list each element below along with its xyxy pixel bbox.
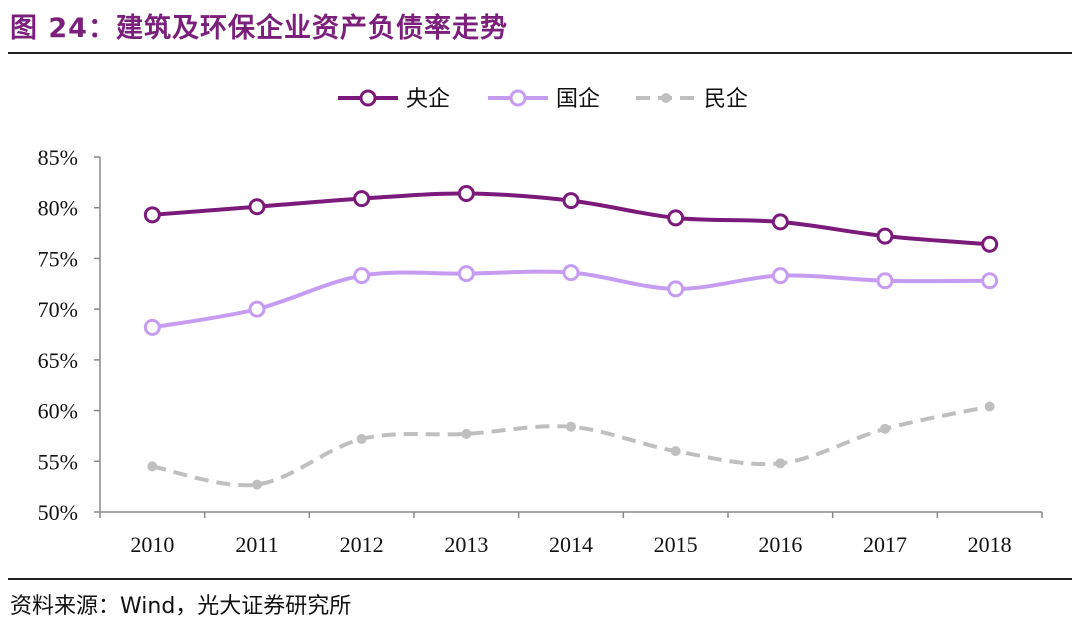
data-point bbox=[248, 300, 266, 318]
data-point bbox=[667, 209, 685, 227]
data-point bbox=[984, 401, 995, 412]
y-tick-label: 60% bbox=[38, 399, 78, 424]
legend-marker bbox=[661, 93, 671, 103]
data-point bbox=[771, 213, 789, 231]
data-point bbox=[981, 272, 999, 290]
y-tick-label: 65% bbox=[38, 348, 78, 373]
figure-title: 图 24：建筑及环保企业资产负债率走势 bbox=[10, 13, 508, 44]
y-tick-label: 85% bbox=[38, 145, 78, 170]
legend-label: 国企 bbox=[556, 87, 600, 112]
data-point bbox=[143, 318, 161, 336]
data-point bbox=[248, 198, 266, 216]
title-divider bbox=[8, 52, 1072, 54]
legend-label: 央企 bbox=[406, 87, 450, 112]
y-tick-label: 50% bbox=[38, 500, 78, 525]
data-point bbox=[880, 423, 890, 434]
y-tick-label: 80% bbox=[38, 196, 78, 221]
data-point bbox=[876, 272, 894, 290]
data-point bbox=[667, 280, 685, 298]
y-tick-label: 70% bbox=[38, 297, 78, 322]
x-tick-label: 2011 bbox=[235, 532, 278, 557]
x-tick-label: 2010 bbox=[130, 532, 174, 557]
y-tick-label: 75% bbox=[38, 246, 78, 271]
data-point bbox=[981, 235, 999, 253]
data-point bbox=[457, 185, 475, 203]
source-note: 资料来源：Wind，光大证券研究所 bbox=[10, 594, 352, 619]
data-point bbox=[252, 479, 262, 490]
x-tick-label: 2015 bbox=[654, 532, 698, 557]
series-line-2 bbox=[151, 404, 991, 488]
data-point bbox=[147, 461, 158, 472]
x-tick-label: 2014 bbox=[549, 532, 593, 557]
y-tick-label: 55% bbox=[38, 449, 78, 474]
source-divider bbox=[8, 578, 1072, 580]
data-point bbox=[876, 227, 894, 245]
data-point bbox=[353, 190, 371, 208]
x-tick-label: 2017 bbox=[863, 532, 907, 557]
x-tick-label: 2018 bbox=[968, 532, 1012, 557]
data-point bbox=[457, 265, 475, 283]
x-tick-label: 2013 bbox=[444, 532, 488, 557]
data-point bbox=[670, 446, 681, 457]
data-point bbox=[566, 421, 576, 432]
legend-label: 民企 bbox=[704, 87, 748, 112]
legend-marker bbox=[359, 89, 377, 107]
data-point bbox=[353, 267, 371, 285]
data-point bbox=[356, 433, 367, 444]
data-point bbox=[461, 428, 472, 439]
x-tick-label: 2016 bbox=[758, 532, 802, 557]
data-point bbox=[562, 264, 580, 282]
x-tick-label: 2012 bbox=[340, 532, 384, 557]
legend-marker bbox=[509, 89, 527, 107]
data-point bbox=[562, 192, 580, 210]
data-point bbox=[771, 267, 789, 285]
data-point bbox=[143, 206, 161, 224]
data-point bbox=[775, 458, 786, 469]
